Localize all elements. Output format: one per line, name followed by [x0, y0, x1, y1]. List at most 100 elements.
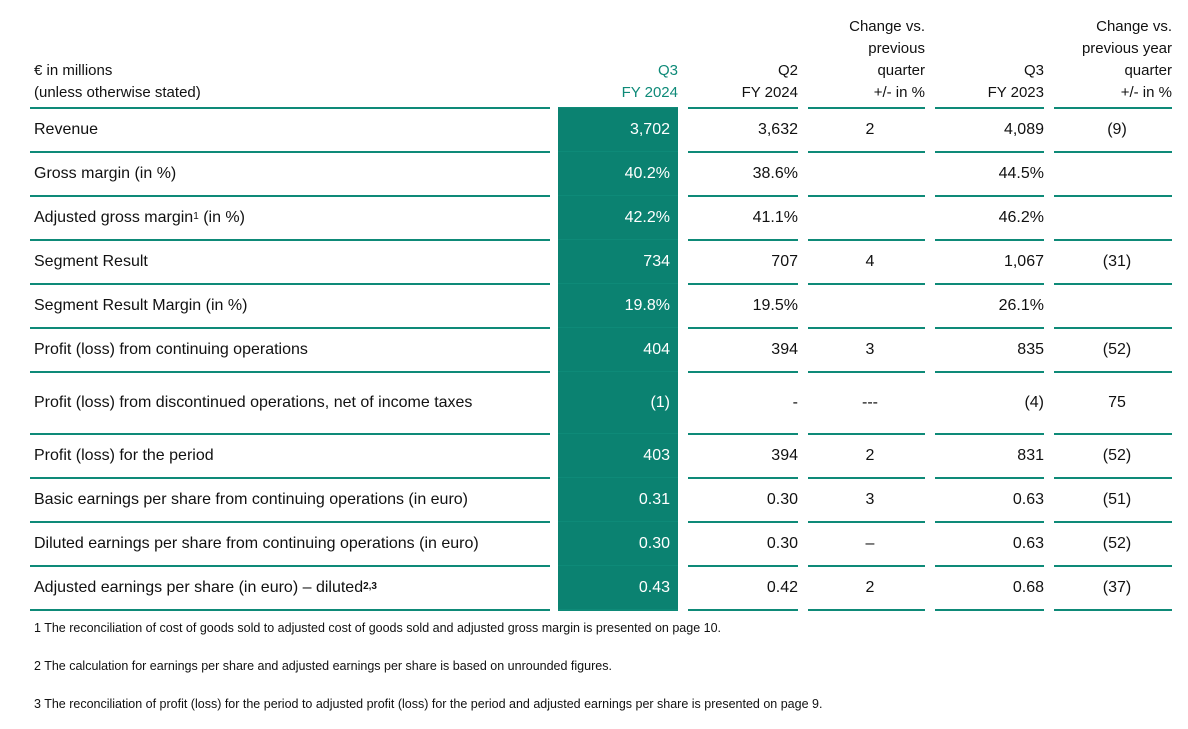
- row-divider: [808, 283, 925, 285]
- row-label: Diluted earnings per share from continui…: [34, 535, 479, 552]
- cell-q2-24: 38.6%: [752, 165, 798, 182]
- row-divider: [808, 371, 925, 373]
- row-label: Adjusted gross margin 1 (in %): [34, 209, 245, 226]
- row-divider: [30, 283, 550, 285]
- cell-chg-y: (52): [1102, 535, 1132, 552]
- cell-q3-23: 0.63: [1012, 491, 1044, 508]
- row-divider: [688, 477, 798, 479]
- cell-q2-24: 0.30: [766, 491, 798, 508]
- col-header-change-prev-quarter: Change vs. previous quarter +/- in %: [849, 18, 925, 101]
- cell-chg-q: [830, 152, 910, 196]
- row-divider: [688, 107, 798, 109]
- cell-q2-24: 707: [771, 253, 798, 270]
- row-divider: [808, 521, 925, 523]
- table-row: Adjusted gross margin 1 (in %) 42.2% 41.1% 4…: [30, 196, 1180, 241]
- cell-q3-23: 26.1%: [998, 297, 1044, 314]
- cell-chg-y: (31): [1102, 253, 1132, 270]
- cell-chg-y: [1080, 284, 1154, 328]
- table-row: Profit (loss) for the period 403 394 2 831 (5…: [30, 434, 1180, 479]
- row-divider: [688, 327, 798, 329]
- cell-q3-23: 46.2%: [998, 209, 1044, 226]
- row-divider: [1054, 107, 1172, 109]
- cell-chg-y: 75: [1108, 394, 1126, 411]
- cell-chg-q: [830, 196, 910, 240]
- cell-q3-23: 0.63: [1012, 535, 1044, 552]
- cell-q3-24: 404: [558, 328, 678, 372]
- row-divider: [808, 565, 925, 567]
- cell-q2-24: 3,632: [757, 121, 798, 138]
- row-divider: [30, 195, 550, 197]
- row-divider: [1054, 195, 1172, 197]
- row-divider: [1054, 283, 1172, 285]
- row-divider: [1054, 433, 1172, 435]
- row-divider: [30, 521, 550, 523]
- row-divider: [1054, 477, 1172, 479]
- cell-q2-24: 394: [771, 341, 798, 358]
- cell-chg-y: (52): [1102, 447, 1132, 464]
- cell-chg-q: 2: [865, 447, 875, 464]
- row-divider: [808, 151, 925, 153]
- table-row: Adjusted earnings per share (in euro) – …: [30, 566, 1180, 611]
- row-divider: [688, 151, 798, 153]
- cell-q3-24: 0.31: [558, 478, 678, 522]
- row-divider: [1054, 521, 1172, 523]
- row-divider: [935, 195, 1044, 197]
- cell-chg-q: 4: [865, 253, 875, 270]
- cell-chg-y: (9): [1107, 121, 1127, 138]
- cell-chg-q: [830, 284, 910, 328]
- table-row: Basic earnings per share from continuing…: [30, 478, 1180, 523]
- cell-q3-24: 0.30: [558, 522, 678, 566]
- cell-chg-y: (51): [1102, 491, 1132, 508]
- row-divider: [30, 477, 550, 479]
- cell-q2-24: 0.42: [766, 579, 798, 596]
- table-row: Segment Result 734 707 4 1,067 (31): [30, 240, 1180, 285]
- cell-q3-24: 403: [558, 434, 678, 478]
- row-divider: [30, 565, 550, 567]
- table-row: Segment Result Margin (in %) 19.8% 19.5% 26…: [30, 284, 1180, 329]
- cell-chg-y: [1080, 196, 1154, 240]
- col-header-q3-fy2023: Q3 FY 2023: [987, 62, 1044, 101]
- row-label: Revenue: [34, 121, 99, 138]
- cell-q3-23: 835: [1017, 341, 1044, 358]
- table-row: Revenue 3,702 3,632 2 4,089 (9): [30, 108, 1180, 153]
- row-divider: [688, 195, 798, 197]
- cell-q3-23: 44.5%: [998, 165, 1044, 182]
- cell-chg-q: 3: [865, 341, 875, 358]
- row-divider: [30, 151, 550, 153]
- cell-chg-y: [1080, 152, 1154, 196]
- row-divider: [935, 283, 1044, 285]
- row-divider: [688, 433, 798, 435]
- cell-q2-24: 19.5%: [752, 297, 798, 314]
- cell-chg-y: (52): [1102, 341, 1132, 358]
- row-divider: [30, 239, 550, 241]
- row-divider: [808, 433, 925, 435]
- footnote-2: 2 The calculation for earnings per share…: [34, 659, 612, 673]
- row-divider: [935, 327, 1044, 329]
- cell-q3-24: 19.8%: [558, 284, 678, 328]
- cell-q2-24: 0.30: [766, 535, 798, 552]
- table-header: € in millions (unless otherwise stated) Q…: [30, 0, 1180, 108]
- row-divider: [935, 371, 1044, 373]
- row-divider: [1054, 565, 1172, 567]
- col-header-change-prev-year: Change vs. previous year quarter +/- in …: [1081, 18, 1172, 101]
- cell-q2-24: -: [792, 394, 798, 411]
- table-row: Diluted earnings per share from continui…: [30, 522, 1180, 567]
- table-body: Revenue 3,702 3,632 2 4,089 (9) Gross margin (…: [30, 107, 1180, 611]
- row-divider: [688, 521, 798, 523]
- cell-q3-24: 0.43: [558, 566, 678, 610]
- cell-q3-23: (4): [1024, 394, 1044, 411]
- row-divider: [935, 521, 1044, 523]
- table-row: Gross margin (in %) 40.2% 38.6% 44.5%: [30, 152, 1180, 197]
- row-divider: [1054, 239, 1172, 241]
- row-divider: [808, 239, 925, 241]
- cell-q3-24: 3,702: [558, 108, 678, 152]
- row-label: Profit (loss) from discontinued operatio…: [34, 394, 473, 411]
- unit-label: € in millions (unless otherwise stated): [34, 62, 201, 101]
- row-divider: [935, 107, 1044, 109]
- cell-q3-24: 40.2%: [558, 152, 678, 196]
- footnote-1: 1 The reconciliation of cost of goods so…: [34, 621, 722, 635]
- cell-chg-q: 2: [865, 579, 875, 596]
- table-row: Profit (loss) from discontinued operatio…: [30, 372, 1180, 435]
- row-divider: [808, 107, 925, 109]
- row-divider: [688, 239, 798, 241]
